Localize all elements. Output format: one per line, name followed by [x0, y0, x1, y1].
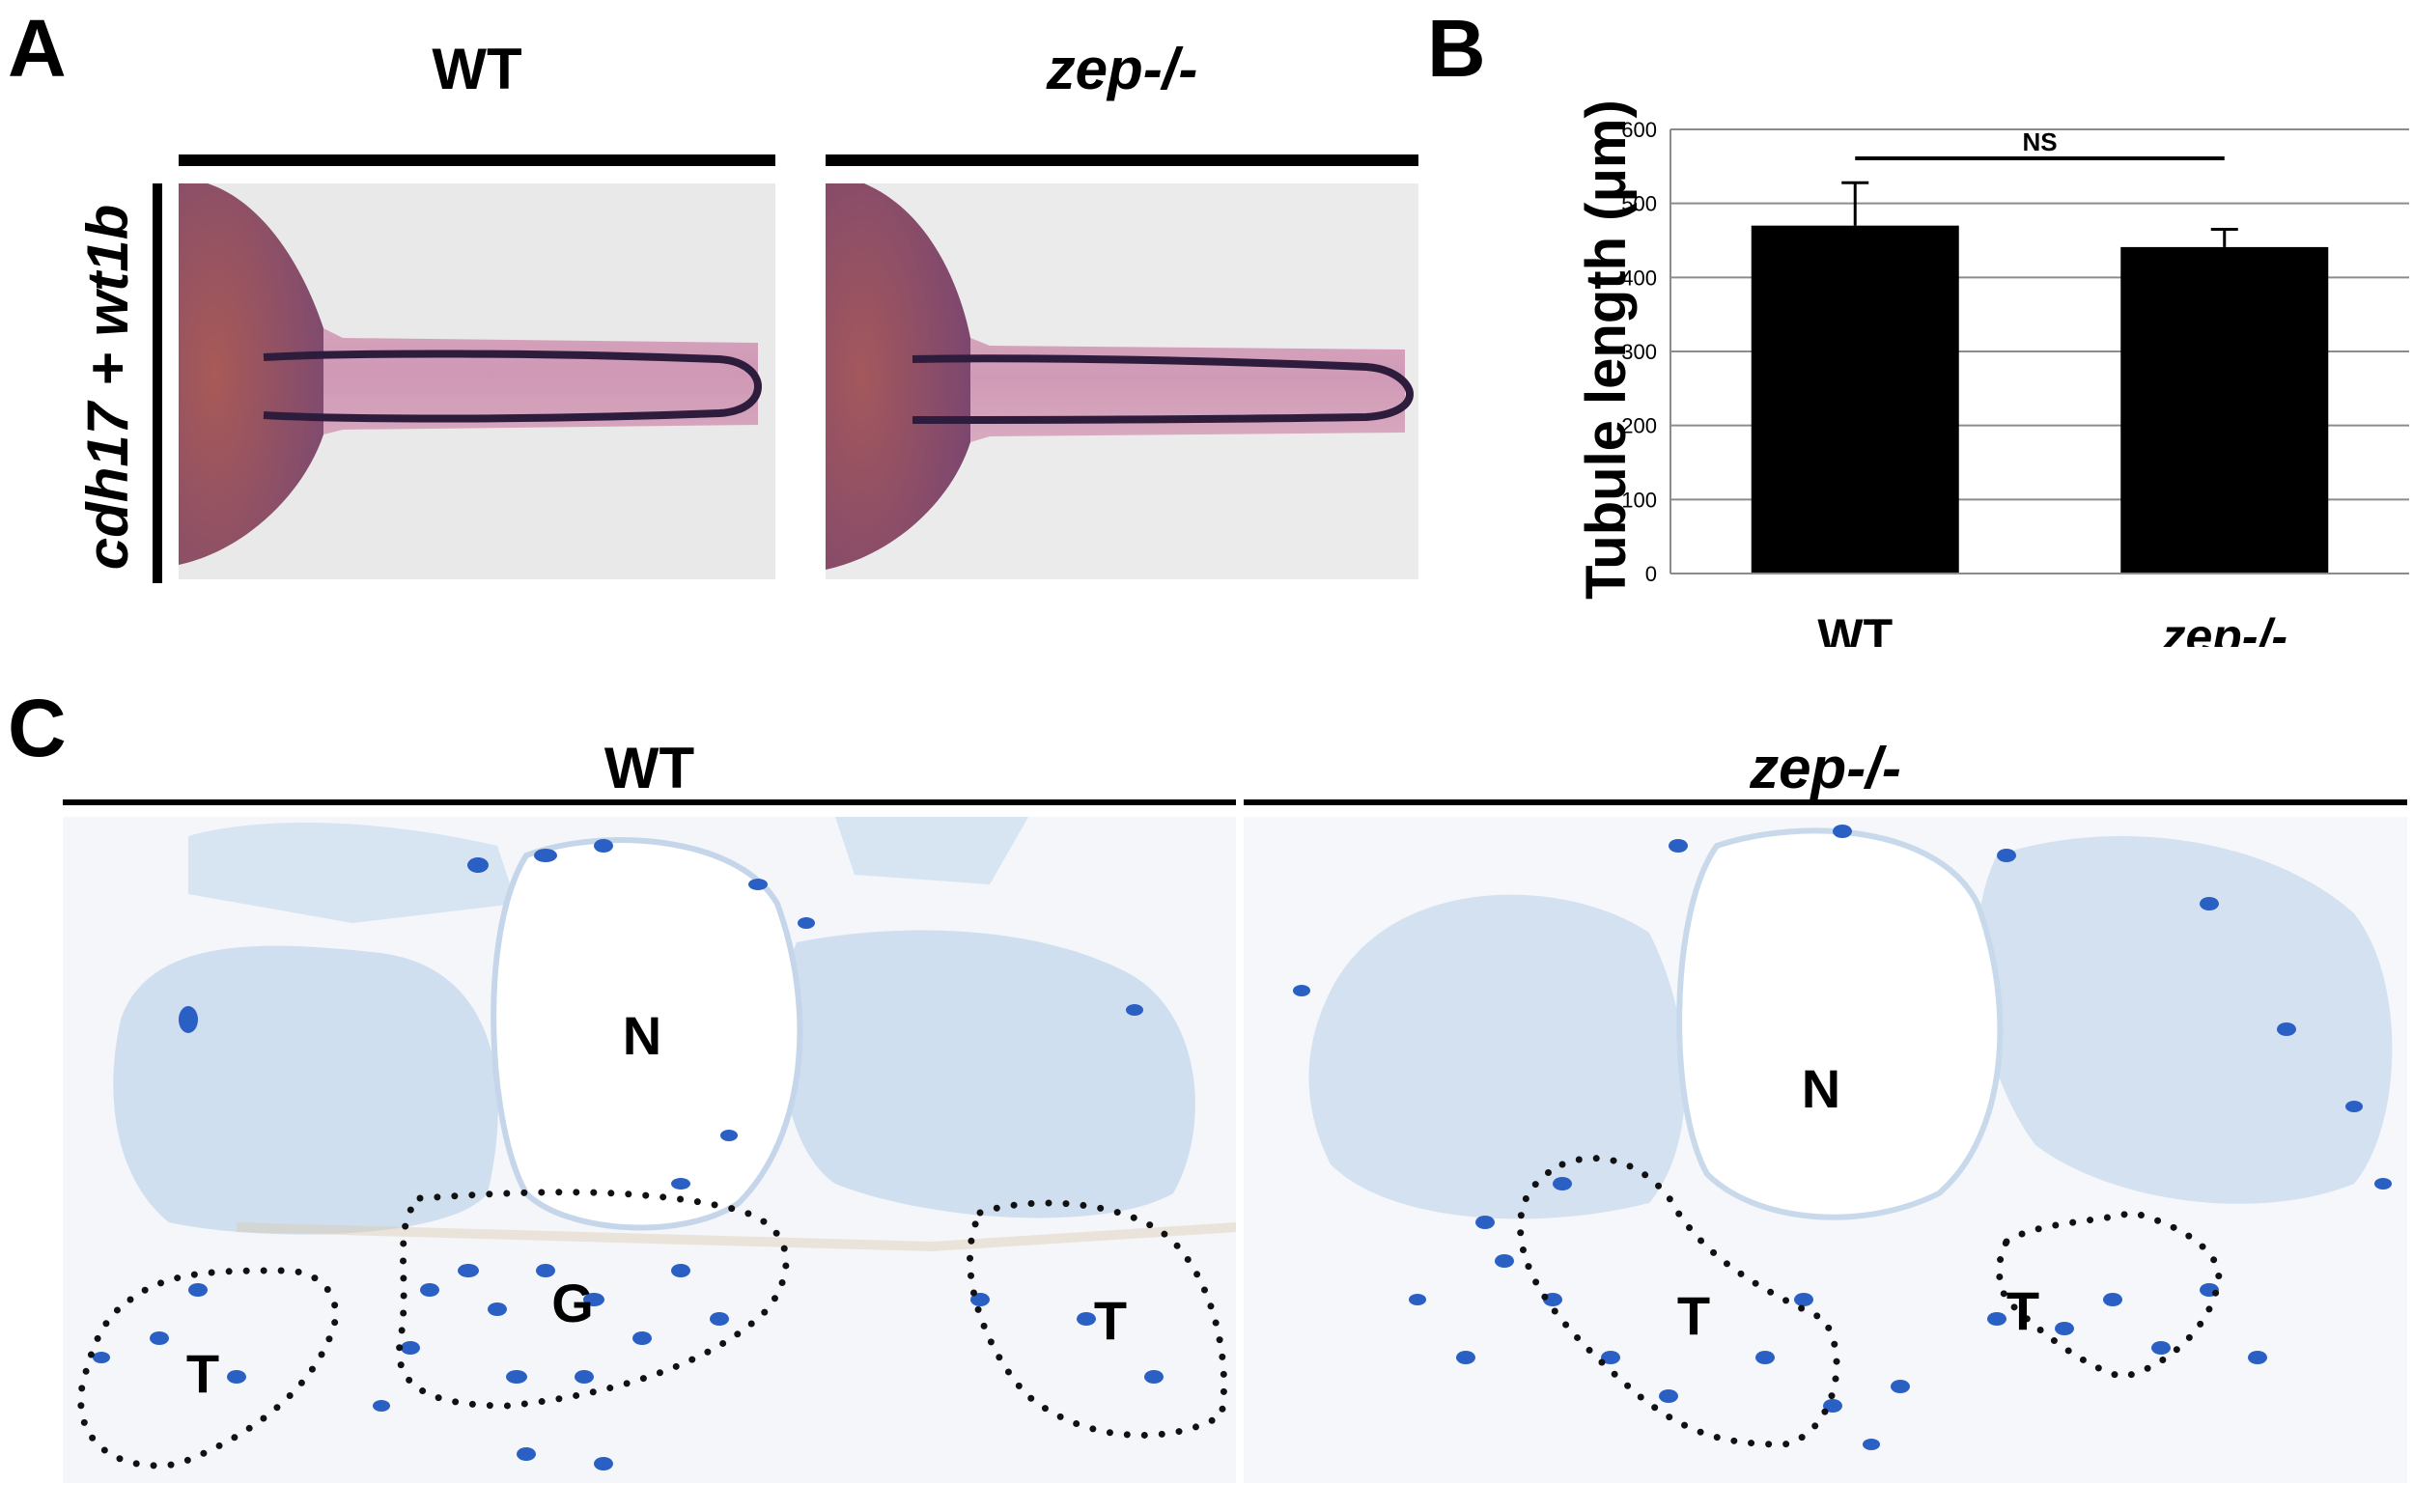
- x-category-label: WT: [1817, 609, 1893, 647]
- y-tick-label: 400: [1621, 266, 1657, 290]
- bar-0: [1751, 225, 1959, 574]
- panel-c-mutant-section-image: [1244, 817, 2407, 1483]
- panel-b-letter: B: [1427, 3, 1486, 94]
- panel-a-mutant-embryo-image: [826, 183, 1418, 579]
- panel-c-wt-section-image: [63, 817, 1236, 1483]
- y-tick-label: 0: [1645, 562, 1657, 586]
- mutant-label-t-right: T: [2006, 1280, 2040, 1341]
- panel-a-wt-label: WT: [432, 37, 522, 101]
- panel-a-wt-bar: [179, 154, 775, 166]
- y-tick-label: 600: [1621, 118, 1657, 142]
- y-tick-label: 200: [1621, 414, 1657, 438]
- wt-label-g: G: [551, 1273, 594, 1333]
- wt-label-t-left: T: [185, 1343, 220, 1404]
- panel-a-stain-bracket: [153, 183, 162, 583]
- wt-label-n: N: [622, 1005, 662, 1066]
- panel-a-wt-embryo-image: [179, 183, 775, 579]
- y-tick-label: 500: [1621, 192, 1657, 216]
- panel-c-wt-bar: [63, 799, 1236, 805]
- significance-label: NS: [2022, 127, 2057, 156]
- mutant-label-n: N: [1801, 1058, 1841, 1119]
- bar-1: [2120, 246, 2329, 574]
- panel-a-letter: A: [8, 3, 67, 94]
- y-tick-label: 100: [1621, 488, 1657, 512]
- panel-a-mutant-bar: [826, 154, 1418, 166]
- x-category-label: zep-/-: [2160, 609, 2287, 647]
- wt-label-t-right: T: [1093, 1290, 1128, 1351]
- panel-c-mutant-bar: [1244, 799, 2407, 805]
- y-tick-label: 300: [1621, 340, 1657, 364]
- panel-a-stain-label: cdh17 + wt1b: [75, 204, 140, 571]
- panel-c-letter: C: [8, 683, 67, 773]
- panel-a-mutant-label: zep-/-: [1046, 37, 1198, 101]
- tubule-length-chart: 0 100 200 300 400 500 600 WT zep-/- NS: [1621, 118, 2409, 647]
- panel-c-wt-label: WT: [603, 736, 695, 800]
- panel-c-mutant-label: zep-/-: [1750, 736, 1901, 800]
- mutant-label-t-left: T: [1676, 1285, 1711, 1346]
